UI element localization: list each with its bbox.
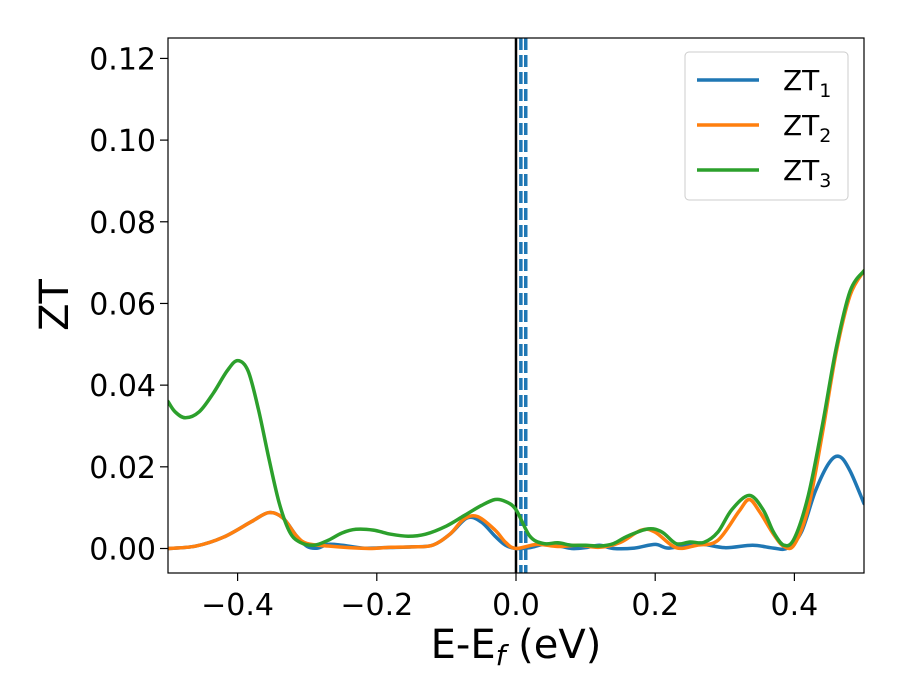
legend-label-zt3: ZT3 [783, 154, 831, 192]
legend-box [684, 51, 849, 201]
series-line-zt3 [168, 269, 864, 548]
y-axis-ticks: 0.00 0.02 0.04 0.06 0.08 0.10 0.12 [89, 42, 168, 567]
legend: ZT1 ZT2 ZT3 [684, 51, 849, 201]
y-tick-label: 0.04 [89, 369, 156, 404]
x-axis-title: E-Ef (eV) [431, 622, 602, 672]
x-tick-label: 0.0 [492, 588, 540, 623]
y-tick-label: 0.12 [89, 42, 156, 77]
legend-label-zt2: ZT2 [783, 109, 831, 147]
y-tick-label: 0.10 [89, 124, 156, 159]
y-tick-label: 0.00 [89, 532, 156, 567]
x-axis-title-unit: (eV) [505, 622, 601, 668]
y-tick-label: 0.06 [89, 287, 156, 322]
legend-label-zt1: ZT1 [783, 64, 831, 102]
x-axis-ticks: −0.4 −0.2 0.0 0.2 0.4 [201, 573, 818, 623]
x-tick-label: 0.2 [631, 588, 679, 623]
y-axis-title: ZT [32, 279, 78, 331]
y-tick-label: 0.02 [89, 451, 156, 486]
x-tick-label: −0.4 [201, 588, 274, 623]
y-tick-label: 0.08 [89, 206, 156, 241]
x-tick-label: 0.4 [771, 588, 819, 623]
series-lines [168, 269, 864, 552]
x-axis-title-main: E-E [431, 622, 496, 668]
vertical-lines [514, 38, 528, 573]
x-tick-label: −0.2 [340, 588, 413, 623]
